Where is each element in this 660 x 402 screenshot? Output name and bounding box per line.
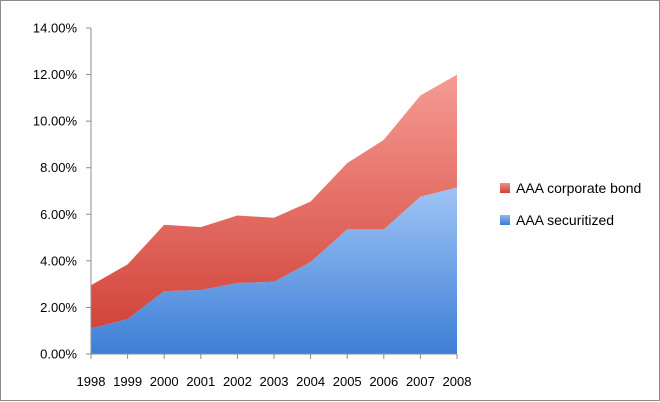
legend-swatch bbox=[500, 215, 510, 225]
y-axis-ticks: 0.00% 2.00% 4.00% 6.00% 8.00% 10.00% 12.00% 14.… bbox=[33, 21, 91, 362]
legend-label: AAA securitized bbox=[516, 212, 614, 228]
legend-label: AAA corporate bond bbox=[516, 180, 641, 196]
legend-swatch bbox=[500, 183, 510, 193]
x-tick-label: 2004 bbox=[296, 374, 325, 389]
area-aaa-corporate-bond bbox=[91, 74, 457, 329]
legend: AAA corporate bond AAA securitized bbox=[500, 180, 641, 228]
y-tick-label: 4.00% bbox=[40, 253, 77, 268]
x-tick-label: 1999 bbox=[113, 374, 142, 389]
x-tick-label: 2001 bbox=[186, 374, 215, 389]
y-tick-label: 10.00% bbox=[33, 114, 78, 129]
y-tick-label: 2.00% bbox=[40, 300, 77, 315]
y-tick-label: 6.00% bbox=[40, 207, 77, 222]
x-tick-label: 2005 bbox=[333, 374, 362, 389]
x-tick-label: 2006 bbox=[369, 374, 398, 389]
y-tick-label: 0.00% bbox=[40, 347, 77, 362]
x-tick-label: 2008 bbox=[443, 374, 472, 389]
x-tick-label: 1998 bbox=[77, 374, 106, 389]
plot-areas bbox=[91, 74, 457, 354]
x-axis-ticks: 1998 1999 2000 2001 2002 2003 2004 2005 2006 2007… bbox=[77, 354, 472, 389]
area-aaa-securitized bbox=[91, 187, 457, 354]
y-tick-label: 8.00% bbox=[40, 160, 77, 175]
x-tick-label: 2000 bbox=[150, 374, 179, 389]
x-tick-label: 2007 bbox=[406, 374, 435, 389]
y-tick-label: 12.00% bbox=[33, 67, 78, 82]
y-tick-label: 14.00% bbox=[33, 21, 78, 36]
x-tick-label: 2003 bbox=[260, 374, 289, 389]
x-tick-label: 2002 bbox=[223, 374, 252, 389]
